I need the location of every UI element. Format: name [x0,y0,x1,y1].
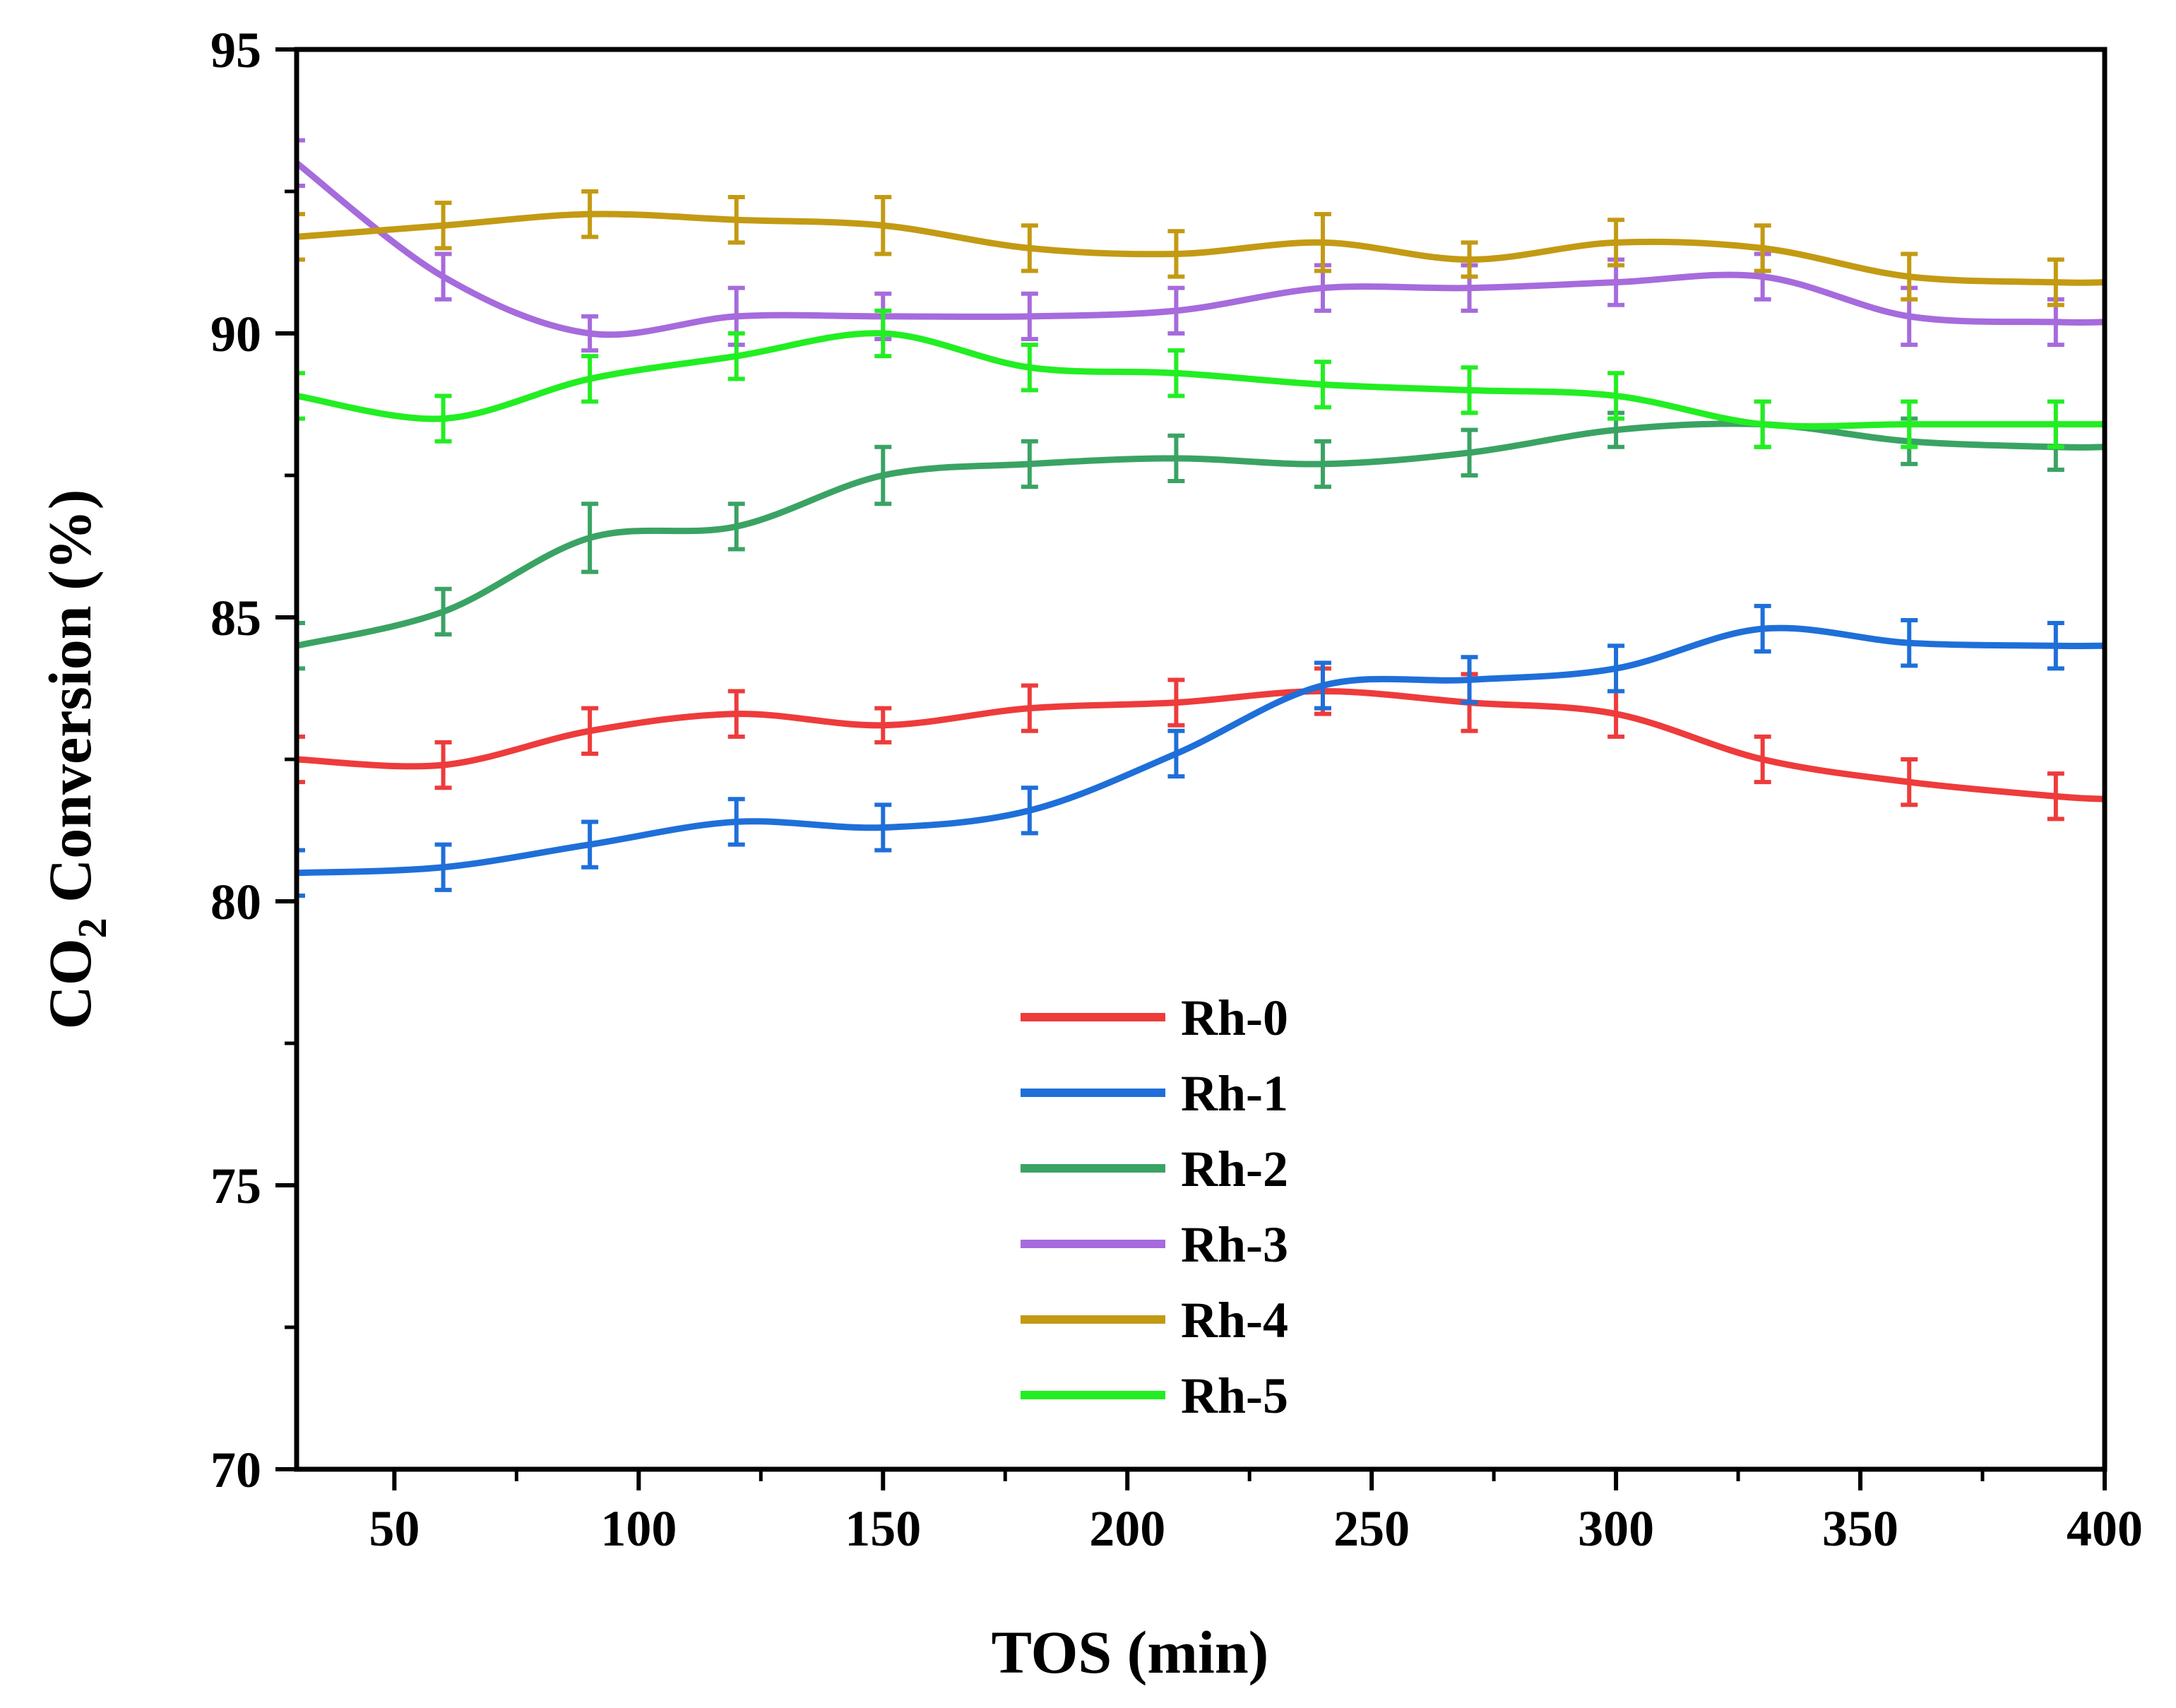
x-tick-label: 50 [369,1500,420,1557]
series-layer [297,138,2105,898]
series-rh-2 [297,399,2105,671]
x-axis-title: TOS (min) [992,1618,1269,1686]
y-tick-label: 70 [210,1442,261,1498]
series-rh-3 [297,138,2105,353]
legend-item-rh-5: Rh-5 [1021,1368,1288,1424]
legend: Rh-0 Rh-1 Rh-2 Rh-3 Rh-4 Rh-5 [1021,990,1288,1424]
legend-label: Rh-5 [1181,1368,1288,1424]
legend-item-rh-1: Rh-1 [1021,1065,1288,1122]
legend-label: Rh-1 [1181,1065,1288,1122]
x-tick-label: 350 [1822,1500,1898,1557]
x-tick-label: 100 [600,1500,677,1557]
y-tick-label: 75 [210,1158,261,1214]
y-axis-title-subscript: 2 [69,918,115,938]
legend-item-rh-2: Rh-2 [1021,1141,1288,1197]
series-rh-5 [297,308,2105,449]
y-tick-label: 95 [210,22,261,78]
series-rh-1 [297,603,2105,898]
x-tick-label: 200 [1089,1500,1165,1557]
y-axis-title-main: CO [36,938,104,1029]
series-line-rh-3 [297,160,2105,338]
legend-label: Rh-0 [1181,990,1288,1046]
series-line-rh-5 [297,330,2105,430]
legend-item-rh-0: Rh-0 [1021,990,1288,1046]
series-line-rh-2 [297,420,2105,649]
y-tick-label: 80 [210,874,261,930]
series-line-rh-4 [297,210,2105,286]
axis-ticks: 50 100 150 200 250 300 350 400 70 75 80 85 90 95 [210,22,2143,1557]
legend-label: Rh-4 [1181,1292,1288,1348]
x-tick-label: 150 [845,1500,921,1557]
x-tick-label: 400 [2067,1500,2143,1557]
x-tick-label: 250 [1333,1500,1410,1557]
y-axis-title-rest: Conversion (%) [36,490,104,918]
legend-item-rh-4: Rh-4 [1021,1292,1288,1348]
legend-label: Rh-3 [1181,1216,1288,1273]
series-line-rh-1 [297,624,2105,877]
series-rh-4 [297,189,2105,307]
y-tick-label: 90 [210,306,261,362]
series-line-rh-0 [297,688,2105,802]
legend-item-rh-3: Rh-3 [1021,1216,1288,1273]
y-axis-title: CO2 Conversion (%) [36,490,115,1030]
x-tick-label: 300 [1578,1500,1654,1557]
legend-label: Rh-2 [1181,1141,1288,1197]
y-tick-label: 85 [210,590,261,646]
